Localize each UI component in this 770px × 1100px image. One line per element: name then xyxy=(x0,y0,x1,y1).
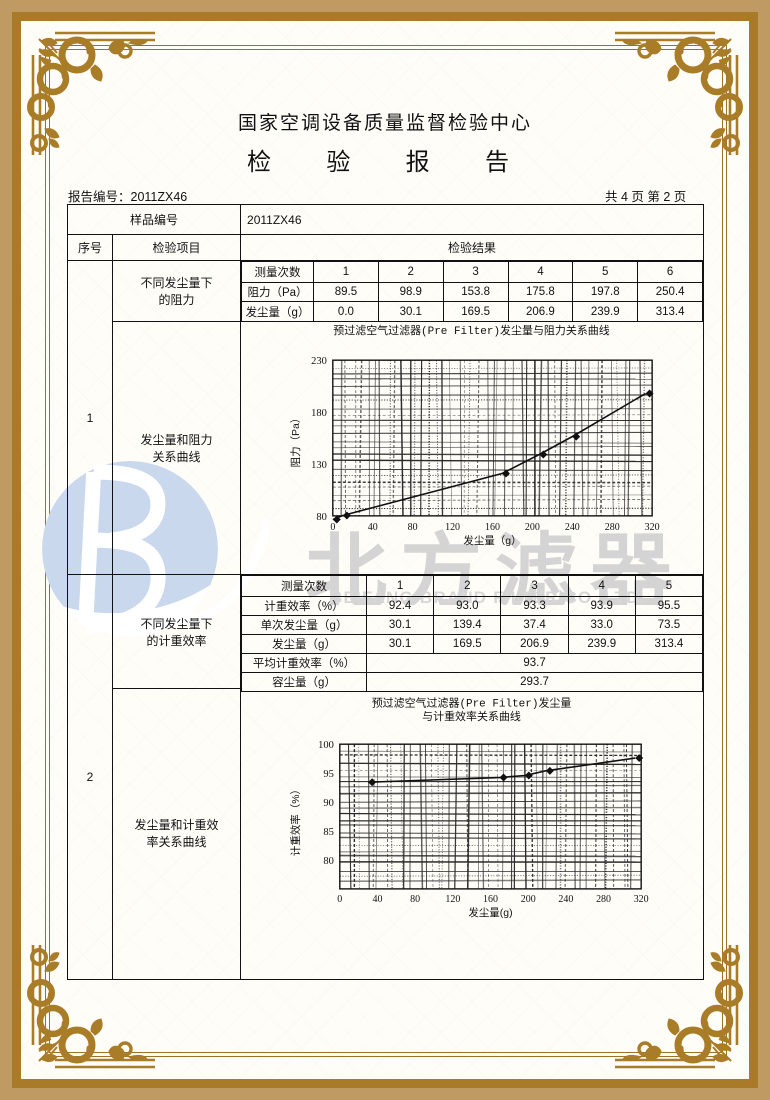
svg-text:预过滤空气过滤器(Pre Filter)发尘量与阻力关系曲线: 预过滤空气过滤器(Pre Filter)发尘量与阻力关系曲线 xyxy=(333,323,609,338)
svg-text:130: 130 xyxy=(311,460,327,471)
svg-text:与计重效率关系曲线: 与计重效率关系曲线 xyxy=(422,709,521,723)
svg-text:发尘量（g）: 发尘量（g） xyxy=(463,534,521,547)
svg-text:80: 80 xyxy=(316,512,326,523)
svg-text:320: 320 xyxy=(645,522,660,533)
svg-text:280: 280 xyxy=(605,522,620,533)
svg-text:80: 80 xyxy=(408,522,418,533)
svg-text:100: 100 xyxy=(318,740,334,751)
svg-text:240: 240 xyxy=(565,522,580,533)
svg-text:320: 320 xyxy=(634,894,649,905)
svg-text:280: 280 xyxy=(596,894,611,905)
svg-text:阻力（Pa）: 阻力（Pa） xyxy=(289,413,302,468)
svg-text:200: 200 xyxy=(525,522,540,533)
svg-text:240: 240 xyxy=(558,894,573,905)
svg-text:40: 40 xyxy=(373,894,383,905)
svg-text:计重效率（%）: 计重效率（%） xyxy=(289,784,302,856)
svg-text:80: 80 xyxy=(323,856,333,867)
svg-text:发尘量(g): 发尘量(g) xyxy=(468,906,512,919)
svg-text:40: 40 xyxy=(368,522,378,533)
svg-text:160: 160 xyxy=(483,894,498,905)
svg-text:85: 85 xyxy=(323,827,333,838)
svg-text:90: 90 xyxy=(323,798,333,809)
svg-text:0: 0 xyxy=(330,522,335,533)
svg-text:95: 95 xyxy=(323,769,333,780)
svg-text:预过滤空气过滤器(Pre Filter)发尘量: 预过滤空气过滤器(Pre Filter)发尘量 xyxy=(372,695,572,710)
svg-text:160: 160 xyxy=(485,522,500,533)
svg-text:180: 180 xyxy=(311,408,327,419)
svg-text:0: 0 xyxy=(337,894,342,905)
svg-text:80: 80 xyxy=(410,894,420,905)
svg-text:200: 200 xyxy=(521,894,536,905)
svg-text:120: 120 xyxy=(445,522,460,533)
svg-text:120: 120 xyxy=(445,894,460,905)
svg-text:230: 230 xyxy=(311,356,327,367)
